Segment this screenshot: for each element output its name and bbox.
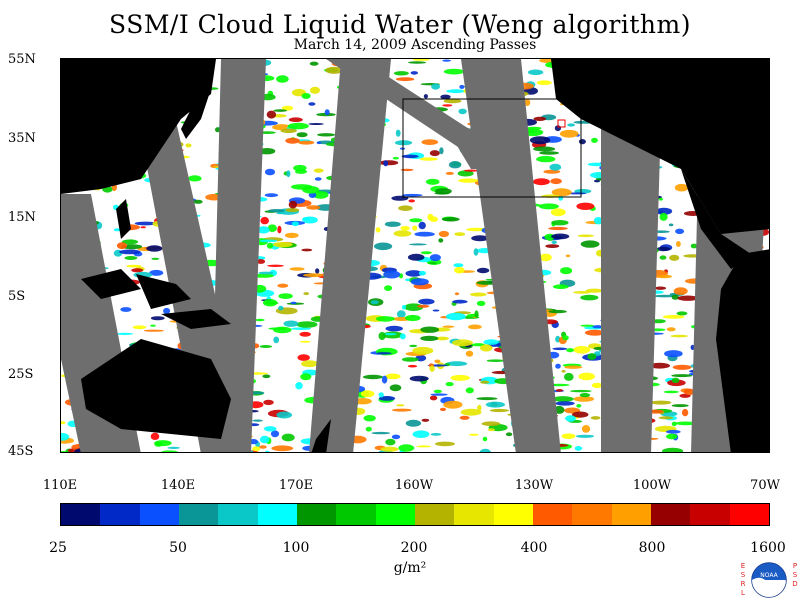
lon-label-170e: 170E	[278, 478, 314, 493]
colorbar-swatch	[690, 504, 730, 525]
colorbar-swatch	[61, 504, 101, 525]
colorbar-swatch	[493, 504, 533, 525]
colorbar-swatch	[650, 504, 691, 525]
lon-label-110e: 110E	[42, 478, 78, 493]
colorbar-label-400: 400	[520, 540, 548, 556]
colorbar-units: g/m²	[393, 560, 427, 576]
colorbar-swatch	[375, 504, 415, 525]
colorbar-swatch	[139, 504, 179, 525]
colorbar-swatch	[572, 504, 612, 525]
colorbar-swatch	[218, 504, 258, 525]
colorbar-label-800: 800	[638, 540, 666, 556]
colorbar-label-25: 25	[49, 540, 67, 556]
colorbar-label-200: 200	[400, 540, 428, 556]
region-box	[402, 98, 582, 198]
colorbar-swatch	[414, 504, 455, 525]
colorbar-swatch	[336, 504, 376, 525]
colorbar-label-1600: 1600	[750, 540, 786, 556]
colorbar-label-50: 50	[169, 540, 187, 556]
lon-label-130w: 130W	[514, 478, 554, 493]
noaa-logo-text: NOAA	[760, 572, 778, 579]
colorbar-swatch	[178, 504, 219, 525]
map-title: SSM/I Cloud Liquid Water (Weng algorithm…	[109, 10, 691, 39]
lat-label-45s: 45S	[8, 444, 34, 459]
colorbar-swatch	[257, 504, 297, 525]
region-marker	[557, 119, 566, 128]
lat-label-55n: 55N	[8, 52, 36, 67]
lat-label-15n: 15N	[8, 210, 36, 225]
lon-label-100w: 100W	[632, 478, 672, 493]
map-panel	[60, 58, 770, 453]
lat-label-5s: 5S	[8, 289, 26, 304]
colorbar	[60, 503, 770, 526]
colorbar-swatch	[296, 504, 337, 525]
lat-label-25s: 25S	[8, 367, 34, 382]
lon-label-160w: 160W	[394, 478, 434, 493]
map-canvas	[61, 59, 769, 452]
lon-label-70w: 70W	[750, 478, 780, 493]
colorbar-swatch	[100, 504, 140, 525]
colorbar-swatch	[532, 504, 573, 525]
colorbar-swatch	[729, 504, 769, 525]
noaa-logo: NOAA	[751, 562, 787, 598]
land-masses	[61, 59, 769, 452]
lat-label-35n: 35N	[8, 131, 36, 146]
lon-label-140e: 140E	[160, 478, 196, 493]
colorbar-label-100: 100	[282, 540, 310, 556]
colorbar-swatch	[454, 504, 494, 525]
map-subtitle: March 14, 2009 Ascending Passes	[293, 37, 537, 53]
colorbar-swatch	[611, 504, 651, 525]
